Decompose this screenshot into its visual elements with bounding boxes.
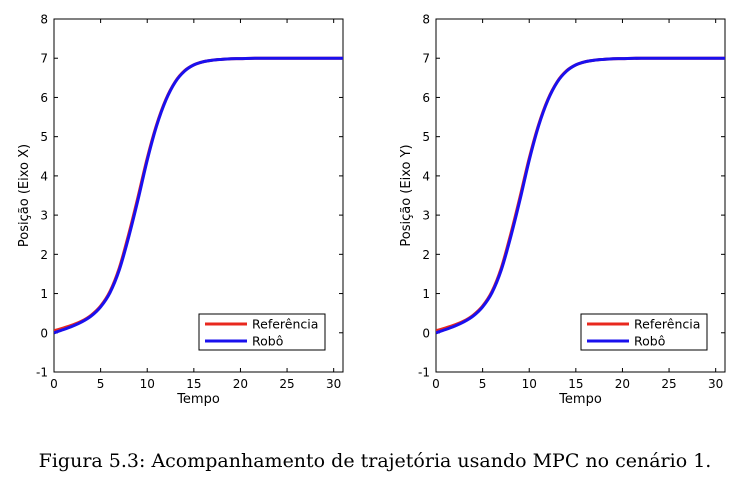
y-tick-label: 3 xyxy=(422,209,430,223)
y-tick-label: 6 xyxy=(40,91,48,105)
figure-caption: Figura 5.3: Acompanhamento de trajetória… xyxy=(38,450,712,472)
x-tick-label: 15 xyxy=(568,377,583,391)
legend: Referência Robô xyxy=(198,313,326,351)
y-tick-label: 0 xyxy=(40,326,48,340)
y-tick-label: -1 xyxy=(36,366,48,380)
legend-box xyxy=(580,313,708,351)
plot-area xyxy=(435,18,726,373)
x-tick-label: 5 xyxy=(97,377,105,391)
legend-label-robo: Robô xyxy=(252,334,283,349)
x-tick-label: 0 xyxy=(432,377,440,391)
y-tick-label: 4 xyxy=(422,169,430,183)
legend-label-robo: Robô xyxy=(634,334,665,349)
y-tick-label: 1 xyxy=(422,287,430,301)
legend: Referência Robô xyxy=(580,313,708,351)
y-axis-label: Posição (Eixo Y) xyxy=(399,144,414,246)
x-tick-label: 25 xyxy=(279,377,294,391)
x-tick-label: 25 xyxy=(661,377,676,391)
x-tick-label: 5 xyxy=(479,377,487,391)
y-tick-label: 7 xyxy=(422,52,430,66)
x-tick-label: 20 xyxy=(233,377,248,391)
y-tick-label: 5 xyxy=(40,130,48,144)
legend-label-referencia: Referência xyxy=(252,317,318,332)
x-tick-label: 0 xyxy=(50,377,58,391)
x-tick-label: 15 xyxy=(186,377,201,391)
x-axis-label: Tempo xyxy=(558,392,602,407)
y-tick-label: 1 xyxy=(40,287,48,301)
y-tick-label: 3 xyxy=(40,209,48,223)
x-tick-label: 10 xyxy=(140,377,155,391)
legend-label-referencia: Referência xyxy=(634,317,700,332)
y-tick-label: 5 xyxy=(422,130,430,144)
x-tick-label: 20 xyxy=(615,377,630,391)
y-tick-label: 4 xyxy=(40,169,48,183)
y-tick-label: -1 xyxy=(418,366,430,380)
legend-box xyxy=(198,313,326,351)
y-tick-label: 6 xyxy=(422,91,430,105)
x-tick-label: 30 xyxy=(708,377,723,391)
series-line-robo xyxy=(436,56,725,335)
y-axis-label: Posição (Eixo X) xyxy=(17,144,32,247)
x-axis-label: Tempo xyxy=(176,392,220,407)
y-tick-label: 8 xyxy=(422,13,430,27)
x-tick-label: 30 xyxy=(326,377,341,391)
y-tick-label: 2 xyxy=(40,248,48,262)
plot-area xyxy=(53,18,344,373)
y-tick-label: 7 xyxy=(40,52,48,66)
y-tick-label: 0 xyxy=(422,326,430,340)
y-tick-label: 8 xyxy=(40,13,48,27)
series-line-robo xyxy=(54,56,343,335)
y-tick-label: 2 xyxy=(422,248,430,262)
x-tick-label: 10 xyxy=(522,377,537,391)
